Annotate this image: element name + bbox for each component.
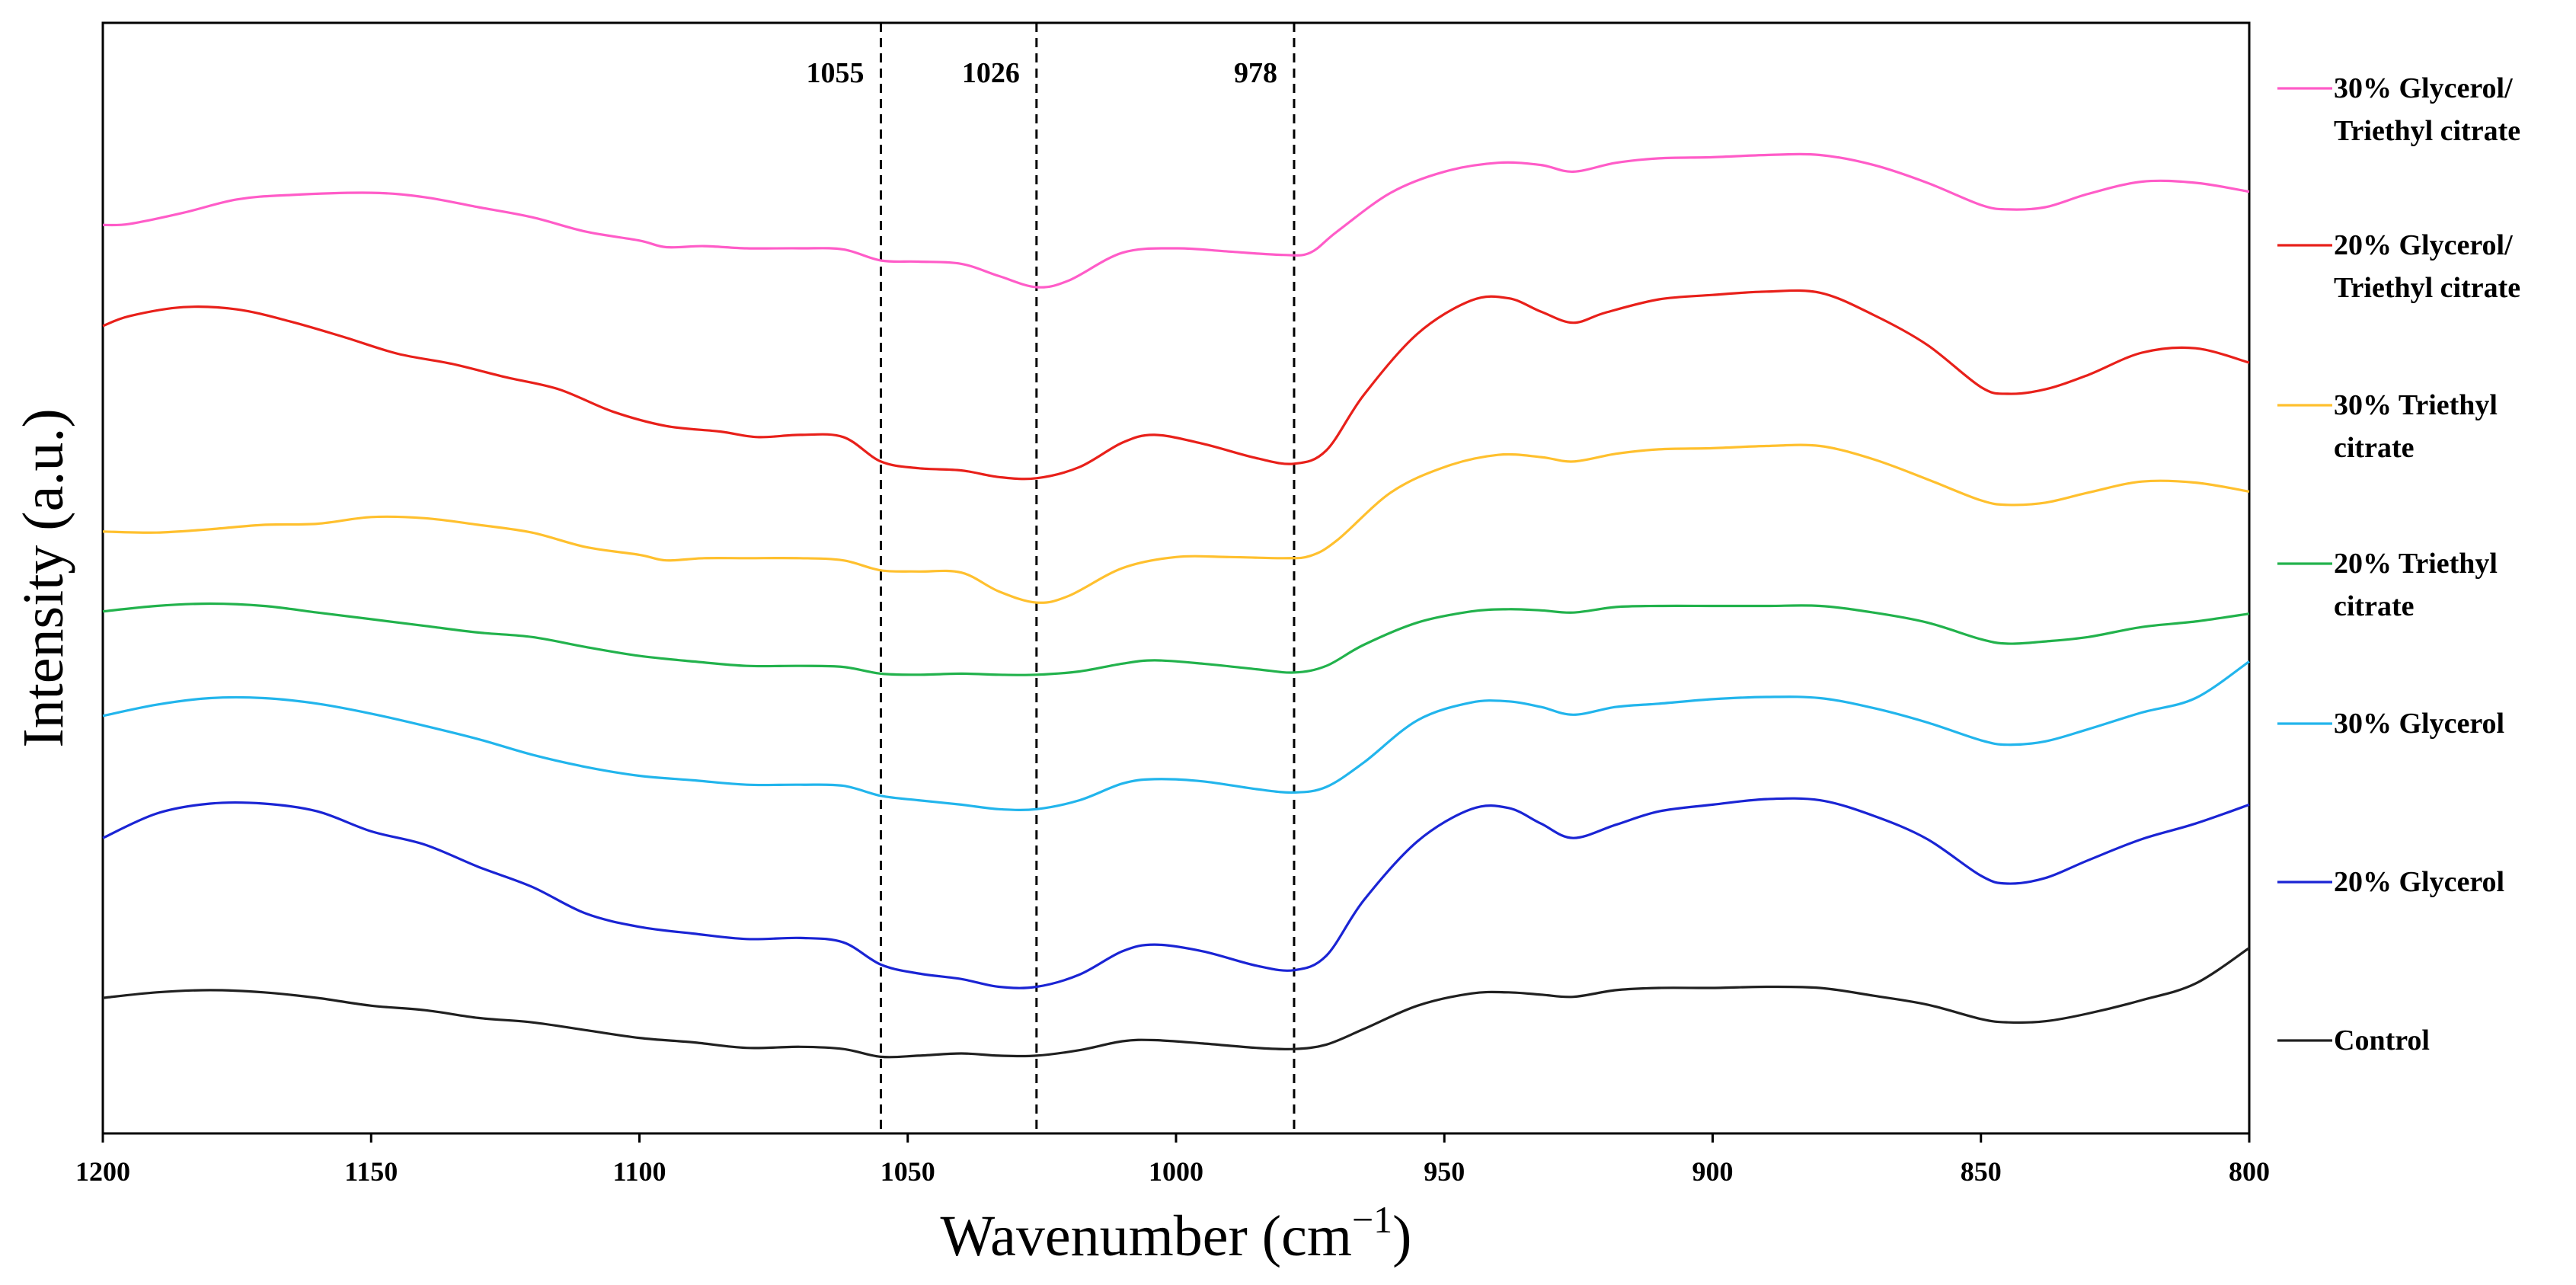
legend: 30% Glycerol/Triethyl citrate 20% Glycero… bbox=[2277, 72, 2520, 1056]
legend-label-3-0: 20% Triethyl bbox=[2334, 548, 2498, 580]
reference-lines: 1055 1026 978 bbox=[807, 23, 1296, 1133]
x-tick-label-950: 950 bbox=[1424, 1156, 1465, 1187]
series-line-0 bbox=[102, 152, 2250, 289]
x-axis-ticks: 1200 1150 1100 1050 1000 950 900 850 800 bbox=[75, 1133, 2270, 1187]
legend-label-1-0: 20% Glycerol/ bbox=[2334, 229, 2513, 261]
legend-label-0-1: Triethyl citrate bbox=[2334, 115, 2520, 147]
x-tick-label-1100: 1100 bbox=[612, 1156, 666, 1187]
x-tick-label-1050: 1050 bbox=[881, 1156, 935, 1187]
x-axis-label-main: Wavenumber (cm bbox=[941, 1204, 1352, 1268]
x-tick-label-1000: 1000 bbox=[1149, 1156, 1203, 1187]
reference-label-1026: 1026 bbox=[962, 57, 1020, 89]
x-tick-label-1150: 1150 bbox=[344, 1156, 398, 1187]
x-tick-label-900: 900 bbox=[1692, 1156, 1734, 1187]
x-tick-label-850: 850 bbox=[1961, 1156, 2002, 1187]
x-tick-label-1200: 1200 bbox=[75, 1156, 130, 1187]
series-line-5 bbox=[102, 797, 2250, 989]
x-axis-label-close: ) bbox=[1392, 1204, 1411, 1268]
legend-label-2-0: 30% Triethyl bbox=[2334, 389, 2498, 421]
series-line-3 bbox=[102, 602, 2250, 676]
series-line-2 bbox=[102, 443, 2250, 604]
series-lines bbox=[102, 152, 2250, 1059]
plot-frame bbox=[101, 21, 2251, 1135]
legend-label-1-1: Triethyl citrate bbox=[2334, 272, 2520, 304]
x-axis-label: Wavenumber (cm−1) bbox=[941, 1198, 1412, 1268]
legend-label-3-1: citrate bbox=[2334, 590, 2414, 622]
legend-label-2-1: citrate bbox=[2334, 432, 2414, 464]
y-axis-label: Intensity (a.u.) bbox=[11, 408, 75, 747]
series-line-1 bbox=[102, 289, 2250, 481]
legend-label-4-0: 30% Glycerol bbox=[2334, 708, 2504, 740]
legend-label-5-0: 20% Glycerol bbox=[2334, 866, 2504, 898]
reference-label-1055: 1055 bbox=[807, 57, 865, 89]
series-line-4 bbox=[102, 660, 2250, 811]
legend-label-6-0: Control bbox=[2334, 1024, 2430, 1056]
reference-label-978: 978 bbox=[1234, 57, 1277, 89]
series-line-6 bbox=[102, 947, 2250, 1059]
x-tick-label-800: 800 bbox=[2229, 1156, 2270, 1187]
legend-label-0-0: 30% Glycerol/ bbox=[2334, 72, 2513, 104]
x-axis-label-superscript: −1 bbox=[1352, 1198, 1392, 1241]
